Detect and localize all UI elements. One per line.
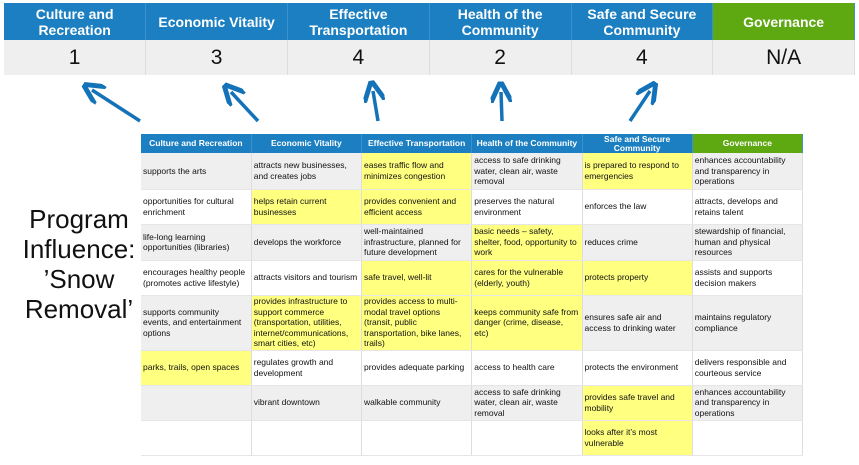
grid-cell-culture (141, 385, 252, 421)
grid-cell-safe: provides safe travel and mobility (582, 385, 693, 421)
table-row: supports the arts attracts new businesses… (141, 153, 804, 190)
score-culture: 1 (4, 40, 147, 75)
grid-cell-health: access to health care (471, 350, 583, 386)
score-safe: 4 (571, 40, 714, 75)
grid-cell-transportation (361, 420, 473, 456)
grid-cell-safe: protects the environment (582, 350, 693, 386)
grid-cell-culture: parks, trails, open spaces (141, 350, 252, 386)
score-health: 2 (429, 40, 572, 75)
grid-cell-economic: regulates growth and development (251, 350, 363, 386)
score-transportation: 4 (287, 40, 430, 75)
grid-cell-culture (141, 420, 252, 456)
summary-header-governance: Governance (712, 3, 855, 40)
arrow-icon (92, 90, 141, 123)
grid-cell-transportation: walkable community (361, 385, 473, 421)
grid-cell-health: preserves the natural environment (471, 189, 583, 225)
score-economic: 3 (145, 40, 288, 75)
summary-table: Culture and Recreation Economic Vitality… (4, 3, 855, 75)
summary-header-culture: Culture and Recreation (4, 3, 147, 40)
grid-cell-safe: is prepared to respond to emergencies (582, 153, 693, 190)
grid-cell-economic: provides infrastructure to support comme… (251, 295, 363, 351)
arrow-icon (231, 92, 260, 123)
grid-cell-governance: stewardship of financial, human and phys… (692, 224, 804, 261)
summary-header-safe: Safe and Secure Community (571, 3, 714, 40)
grid-cell-transportation: eases traffic flow and minimizes congest… (361, 153, 473, 190)
grid-cell-transportation: provides access to multi-modal travel op… (361, 295, 473, 351)
table-row: vibrant downtown walkable community access… (141, 385, 804, 421)
influence-grid: Culture and Recreation Economic Vitality E… (141, 134, 804, 456)
grid-cell-economic (251, 420, 363, 456)
score-governance: N/A (712, 40, 855, 75)
grid-cell-health: basic needs – safety, shelter, food, opp… (471, 224, 583, 261)
grid-cell-safe: ensures safe air and access to drinking … (582, 295, 693, 351)
program-influence-title: Program Influence: ’Snow Removal’ (22, 204, 136, 324)
arrow-icon (501, 92, 502, 122)
grid-header-transportation: Effective Transportation (361, 134, 473, 153)
grid-cell-economic: develops the workforce (251, 224, 363, 261)
grid-cell-safe: reduces crime (582, 224, 693, 261)
grid-cell-culture: supports the arts (141, 153, 252, 190)
summary-header-economic: Economic Vitality (145, 3, 288, 40)
grid-cell-economic: attracts visitors and tourism (251, 260, 363, 296)
grid-header-culture: Culture and Recreation (141, 134, 252, 153)
grid-cell-transportation: well-maintained infrastructure, planned … (361, 224, 473, 261)
grid-cell-health: access to safe drinking water, clean air… (471, 385, 583, 421)
grid-cell-culture: encourages healthy people (promotes acti… (141, 260, 252, 296)
grid-cell-governance: enhances accountability and transparency… (692, 385, 804, 421)
grid-cell-governance (692, 420, 804, 456)
grid-cell-governance: enhances accountability and transparency… (692, 153, 804, 190)
grid-cell-economic: helps retain current businesses (251, 189, 363, 225)
grid-header-health: Health of the Community (471, 134, 583, 153)
grid-cell-health: cares for the vulnerable (elderly, youth… (471, 260, 583, 296)
grid-cell-culture: life-long learning opportunities (librar… (141, 224, 252, 261)
grid-cell-governance: assists and supports decision makers (692, 260, 804, 296)
grid-header-row: Culture and Recreation Economic Vitality E… (141, 134, 804, 153)
grid-cell-culture: opportunities for cultural enrichment (141, 189, 252, 225)
grid-cell-transportation: provides convenient and efficient access (361, 189, 473, 225)
summary-header-transportation: Effective Transportation (287, 3, 430, 40)
arrow-icon (373, 91, 378, 122)
grid-cell-health: access to safe drinking water, clean air… (471, 153, 583, 190)
grid-cell-governance: delivers responsible and courteous servi… (692, 350, 804, 386)
grid-cell-economic: vibrant downtown (251, 385, 363, 421)
table-row: supports community events, and entertain… (141, 295, 804, 351)
grid-cell-governance: attracts, develops and retains talent (692, 189, 804, 225)
grid-cell-transportation: safe travel, well-lit (361, 260, 473, 296)
table-row: life-long learning opportunities (librar… (141, 224, 804, 261)
summary-header-health: Health of the Community (429, 3, 572, 40)
grid-header-governance: Governance (692, 134, 804, 153)
summary-score-row: 1 3 4 2 4 N/A (4, 40, 855, 75)
grid-cell-culture: supports community events, and entertain… (141, 295, 252, 351)
grid-cell-economic: attracts new businesses, and creates job… (251, 153, 363, 190)
grid-header-safe: Safe and Secure Community (582, 134, 693, 153)
grid-cell-health (471, 420, 583, 456)
table-row: parks, trails, open spaces regulates grow… (141, 350, 804, 386)
grid-cell-safe: enforces the law (582, 189, 693, 225)
table-row: encourages healthy people (promotes acti… (141, 260, 804, 296)
table-row: opportunities for cultural enrichment hel… (141, 189, 804, 225)
grid-cell-safe: protects property (582, 260, 693, 296)
grid-cell-transportation: provides adequate parking (361, 350, 473, 386)
grid-cell-safe: looks after it’s most vulnerable (582, 420, 693, 456)
grid-cell-governance: maintains regulatory compliance (692, 295, 804, 351)
summary-header-row: Culture and Recreation Economic Vitality… (4, 3, 855, 40)
arrow-icon (628, 91, 650, 122)
grid-cell-health: keeps community safe from danger (crime,… (471, 295, 583, 351)
grid-header-economic: Economic Vitality (251, 134, 363, 153)
table-row: looks after it’s most vulnerable (141, 420, 804, 456)
